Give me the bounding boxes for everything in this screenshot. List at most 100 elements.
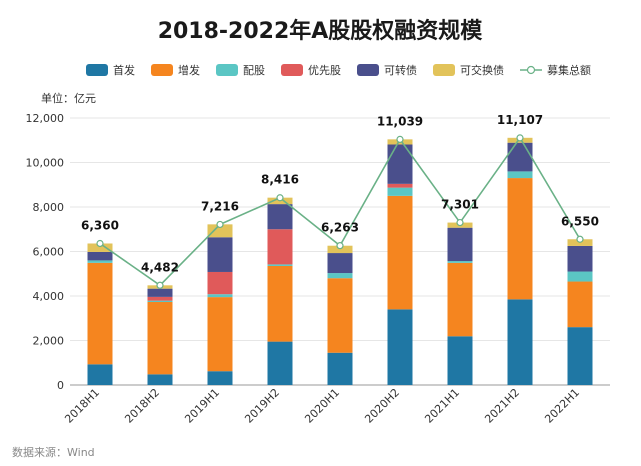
legend-item[interactable]: 增发 [151,63,200,77]
bar-segment [147,302,173,375]
x-tick-label: 2021H2 [482,386,522,426]
bar-segment [327,278,353,353]
bar-segment [267,204,293,230]
total-point [336,242,344,250]
bar-segment [507,171,533,179]
legend-swatch [357,64,379,76]
total-value-label: 8,416 [261,173,299,187]
legend-swatch [86,64,108,76]
legend-item[interactable]: 可转债 [357,63,417,77]
bar-segment [507,178,533,300]
bar-segment [207,371,233,385]
bar-segment [567,271,593,282]
y-tick-label: 6,000 [33,246,65,259]
legend-item[interactable]: 优先股 [281,64,341,77]
legend-label: 可交换债 [460,63,504,77]
total-line [96,134,584,289]
legend-swatch [433,64,455,76]
bar-segment [207,297,233,372]
total-value-label: 6,263 [321,221,359,235]
bar-segment [147,374,173,385]
legend-label: 增发 [178,63,200,77]
bar-segment [327,273,353,279]
bar-segment [267,264,293,266]
bar-segment [207,271,233,295]
x-axis-ticks: 2018H1 2018H2 2019H1 2019H2 2020H1 2020H2 2021… [62,386,582,426]
bar-segment [87,243,113,252]
bar-segment [327,352,353,385]
unit-label: 单位：亿元 [41,91,96,105]
bar-segment [387,187,413,196]
chart-title: 2018-2022年A股股权融资规模 [158,18,484,44]
total-labels: 6,360 4,482 7,216 8,416 6,263 11,039 7,301 11,1… [81,113,599,274]
y-tick-label: 0 [57,379,64,392]
total-value-label: 7,216 [201,199,239,213]
x-tick-label: 2020H1 [302,386,342,426]
x-tick-label: 2018H1 [62,386,102,426]
total-value-label: 6,550 [561,214,599,228]
y-axis-ticks: 0 2,000 4,000 6,000 8,000 10,000 12,000 [26,112,65,392]
y-tick-label: 2,000 [33,335,65,348]
bar-segment [567,327,593,385]
legend-swatch [151,64,173,76]
x-tick-label: 2022H1 [542,386,582,426]
total-value-label: 6,360 [81,218,119,232]
legend-item[interactable]: 可交换债 [433,63,504,77]
total-value-label: 4,482 [141,260,179,274]
total-value-label: 11,039 [377,114,423,128]
total-point [456,218,464,227]
bar-segment [207,294,233,298]
bar-segment [87,262,113,365]
x-tick-label: 2019H1 [182,386,222,426]
bar-segment [147,300,173,303]
legend-label: 首发 [113,63,135,77]
x-tick-label: 2018H2 [122,386,162,426]
x-tick-label: 2020H2 [362,386,402,426]
bar-segment [267,265,293,342]
legend: 首发 增发 配股 优先股 可转债 可交换债 募集总额 [86,63,591,77]
x-tick-label: 2021H1 [422,386,462,426]
bar-segment [507,299,533,385]
legend-item[interactable]: 配股 [216,64,265,77]
total-point [516,134,524,142]
bar-segment [447,336,473,385]
bar-segment [447,262,473,337]
bar-segment [567,245,593,272]
bar-segment [87,364,113,385]
legend-label: 配股 [243,64,265,77]
bar-segment [267,229,293,265]
legend-item[interactable]: 首发 [86,63,135,77]
x-tick-label: 2019H2 [242,386,282,426]
bar-segment [507,142,533,172]
total-point [576,235,584,243]
bar-segment [207,237,233,272]
total-point [96,239,104,248]
source-note: 数据来源：Wind [12,445,95,459]
y-tick-label: 8,000 [33,201,65,214]
bars [87,137,593,385]
legend-swatch [216,64,238,76]
legend-dot-swatch [526,65,536,75]
total-value-label: 7,301 [441,198,479,212]
bar-segment [327,253,353,274]
total-point [156,281,164,289]
bar-segment [327,245,353,254]
total-value-label: 11,107 [497,113,543,127]
bar-segment [567,281,593,328]
total-point [216,220,224,229]
legend-label: 可转债 [384,63,417,77]
bar-segment [147,296,173,301]
bar-segment [447,261,473,263]
legend-swatch [281,64,303,76]
y-tick-label: 10,000 [26,157,65,170]
bar-segment [267,341,293,385]
bar-segment [207,224,233,238]
total-point [276,194,284,202]
legend-item[interactable]: 募集总额 [520,63,591,77]
bar-segment [387,309,413,385]
bar-segment [147,288,173,297]
bar-segment [87,251,113,261]
bar-segment [87,260,113,263]
bar-segment [447,227,473,262]
